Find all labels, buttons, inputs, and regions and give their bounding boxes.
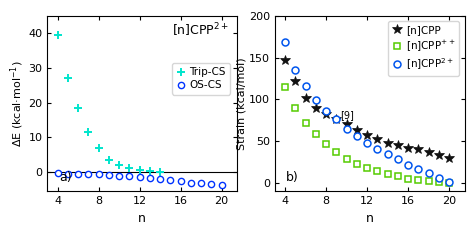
[n]CPP (303, 97, 309, 100)
OS-CS (219, 184, 225, 187)
OS-CS (178, 180, 183, 182)
[n]CPP$^{++}$ (283, 86, 288, 88)
[n]CPP (365, 134, 370, 137)
[n]CPP$^{++}$ (385, 172, 391, 175)
[n]CPP$^{2+}$ (283, 41, 288, 44)
[n]CPP$^{2+}$ (303, 85, 309, 87)
Line: [n]CPP: [n]CPP (280, 55, 454, 163)
[n]CPP$^{2+}$ (416, 167, 421, 170)
OS-CS (96, 173, 101, 175)
Line: [n]CPP$^{2+}$: [n]CPP$^{2+}$ (282, 39, 453, 186)
OS-CS (157, 178, 163, 180)
OS-CS (75, 173, 81, 175)
[n]CPP$^{++}$ (436, 181, 442, 183)
Legend: Trip-CS, OS-CS: Trip-CS, OS-CS (172, 63, 230, 94)
[n]CPP (426, 151, 431, 153)
[n]CPP (354, 129, 360, 132)
[n]CPP$^{++}$ (365, 166, 370, 169)
Y-axis label: ΔE (kcal·mol$^{-1}$): ΔE (kcal·mol$^{-1}$) (8, 60, 26, 147)
[n]CPP (447, 156, 452, 159)
[n]CPP$^{++}$ (303, 121, 309, 124)
OS-CS (55, 172, 61, 175)
Trip-CS (55, 34, 61, 36)
X-axis label: n: n (138, 212, 146, 225)
OS-CS (137, 176, 143, 179)
[n]CPP (385, 142, 391, 144)
Trip-CS (157, 171, 163, 173)
[n]CPP$^{2+}$ (447, 181, 452, 183)
[n]CPP (344, 123, 349, 126)
Trip-CS (85, 131, 91, 133)
[n]CPP$^{2+}$ (365, 142, 370, 144)
Text: b): b) (286, 171, 299, 184)
[n]CPP$^{2+}$ (374, 147, 380, 150)
[n]CPP$^{2+}$ (334, 117, 339, 120)
[n]CPP$^{2+}$ (395, 158, 401, 161)
Trip-CS (96, 146, 101, 149)
[n]CPP$^{2+}$ (323, 110, 329, 112)
OS-CS (106, 173, 112, 176)
[n]CPP$^{2+}$ (313, 99, 319, 101)
X-axis label: n: n (366, 212, 374, 225)
Trip-CS (147, 170, 153, 172)
[n]CPP (395, 144, 401, 147)
[n]CPP$^{++}$ (416, 179, 421, 182)
Text: [n]CPP$^{2+}$: [n]CPP$^{2+}$ (172, 21, 229, 38)
Trip-CS (116, 164, 122, 166)
OS-CS (188, 182, 194, 184)
[n]CPP$^{++}$ (292, 106, 298, 109)
[n]CPP (323, 113, 329, 116)
OS-CS (116, 174, 122, 177)
Line: Trip-CS: Trip-CS (54, 31, 164, 176)
Trip-CS (127, 167, 132, 169)
[n]CPP$^{++}$ (323, 143, 329, 146)
Line: OS-CS: OS-CS (55, 170, 225, 189)
[n]CPP$^{2+}$ (292, 69, 298, 71)
Trip-CS (75, 106, 81, 109)
[n]CPP$^{++}$ (426, 180, 431, 182)
OS-CS (209, 183, 214, 186)
[n]CPP (436, 154, 442, 157)
Text: a): a) (59, 171, 72, 184)
Legend: [n]CPP, [n]CPP$^{++}$, [n]CPP$^{2+}$: [n]CPP, [n]CPP$^{++}$, [n]CPP$^{2+}$ (388, 21, 459, 76)
Trip-CS (65, 77, 71, 80)
[n]CPP (334, 117, 339, 120)
[n]CPP$^{++}$ (395, 175, 401, 178)
OS-CS (85, 173, 91, 175)
OS-CS (198, 182, 204, 184)
[n]CPP$^{++}$ (354, 162, 360, 165)
Trip-CS (137, 169, 143, 171)
Text: [9]: [9] (340, 110, 355, 120)
[n]CPP (313, 106, 319, 109)
Y-axis label: Strain (kcal/mol): Strain (kcal/mol) (236, 57, 246, 150)
[n]CPP (405, 146, 411, 149)
[n]CPP$^{2+}$ (405, 163, 411, 166)
[n]CPP$^{++}$ (344, 157, 349, 160)
OS-CS (147, 177, 153, 180)
[n]CPP (292, 80, 298, 82)
OS-CS (65, 173, 71, 175)
[n]CPP$^{++}$ (405, 177, 411, 180)
[n]CPP$^{2+}$ (354, 135, 360, 137)
[n]CPP$^{2+}$ (385, 152, 391, 155)
[n]CPP$^{++}$ (447, 182, 452, 184)
[n]CPP$^{2+}$ (426, 171, 431, 174)
[n]CPP$^{2+}$ (436, 177, 442, 179)
OS-CS (167, 179, 173, 182)
Line: [n]CPP$^{++}$: [n]CPP$^{++}$ (282, 83, 453, 186)
OS-CS (127, 175, 132, 178)
[n]CPP (416, 148, 421, 151)
[n]CPP (374, 138, 380, 141)
[n]CPP$^{2+}$ (344, 127, 349, 130)
[n]CPP (283, 59, 288, 61)
[n]CPP$^{++}$ (334, 151, 339, 153)
[n]CPP$^{++}$ (313, 133, 319, 136)
[n]CPP$^{++}$ (374, 170, 380, 173)
Trip-CS (106, 159, 112, 161)
